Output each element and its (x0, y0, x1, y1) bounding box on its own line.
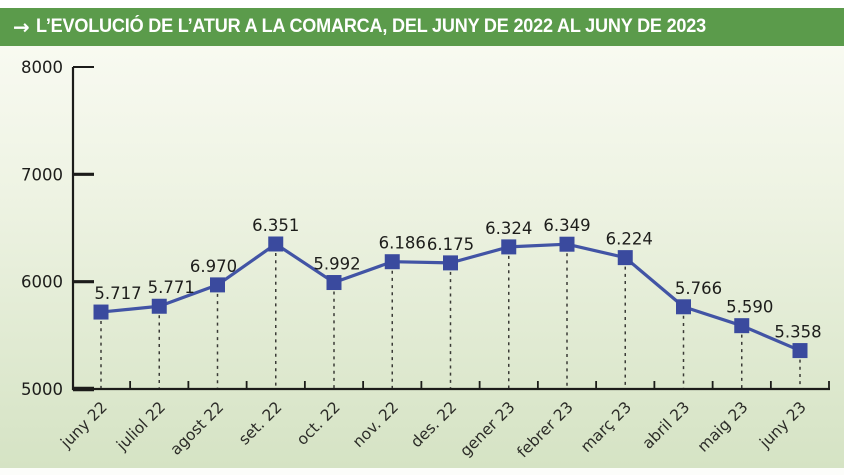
x-axis-label: set. 22 (235, 398, 285, 448)
data-point-label: 6.970 (190, 257, 237, 276)
right-arrow-icon: → (13, 15, 30, 39)
x-axis-label: abril 23 (639, 398, 693, 452)
y-axis-tick-label: 8000 (21, 58, 63, 77)
data-point-marker (676, 299, 691, 315)
x-axis-label: juny 23 (756, 398, 810, 452)
unemployment-line-chart: 5000 6000 7000 8000 5.717 5.771 6.970 6.351 5.99… (21, 58, 830, 461)
data-point-label: 5.992 (313, 255, 360, 274)
data-point-label: 5.771 (148, 278, 195, 297)
x-axis-label: juny 22 (57, 398, 111, 452)
chart-background (0, 46, 844, 468)
y-axis-tick-label: 5000 (21, 380, 63, 399)
x-axis-label: agost 22 (167, 398, 228, 459)
x-axis-label: juliol 22 (112, 398, 169, 455)
chart-title: L’EVOLUCIÓ DE L’ATUR A LA COMARCA, DEL J… (35, 16, 706, 37)
data-point-marker (617, 250, 633, 266)
data-point-marker (93, 304, 109, 320)
y-axis-tick-label: 6000 (21, 273, 63, 292)
data-point-label: 6.175 (427, 235, 474, 254)
data-point-label: 6.324 (485, 219, 532, 238)
x-axis-label: març 23 (577, 398, 635, 456)
data-point-marker (384, 254, 400, 270)
data-point-label: 5.358 (774, 323, 821, 342)
data-point-label: 6.186 (379, 234, 426, 253)
data-point-label: 6.224 (606, 230, 653, 249)
bottom-margin (0, 468, 844, 475)
data-point-label: 5.590 (726, 298, 773, 317)
data-point-label: 6.349 (543, 216, 590, 235)
data-point-marker (210, 277, 225, 293)
data-point-marker (792, 343, 808, 359)
x-axis-label: maig 23 (694, 398, 752, 456)
data-point-marker (326, 275, 342, 291)
x-axis-label: oct. 22 (293, 398, 344, 449)
x-axis-label: nov. 22 (349, 398, 402, 451)
x-axis-label: gener 23 (457, 398, 519, 460)
data-point-marker (151, 298, 167, 314)
x-axis-label: febrer 23 (514, 398, 577, 461)
data-point-label: 5.766 (675, 279, 722, 298)
data-point-marker (559, 236, 575, 252)
chart-header-bar: → L’EVOLUCIÓ DE L’ATUR A LA COMARCA, DEL… (0, 8, 844, 46)
data-point-marker (501, 239, 517, 255)
data-point-marker (268, 236, 284, 252)
data-point-marker (443, 255, 458, 271)
data-point-marker (734, 318, 750, 334)
data-point-label: 6.351 (252, 216, 299, 235)
data-point-label: 5.717 (94, 284, 141, 303)
x-axis-label: des. 22 (407, 398, 460, 451)
y-axis-tick-label: 7000 (21, 165, 63, 184)
